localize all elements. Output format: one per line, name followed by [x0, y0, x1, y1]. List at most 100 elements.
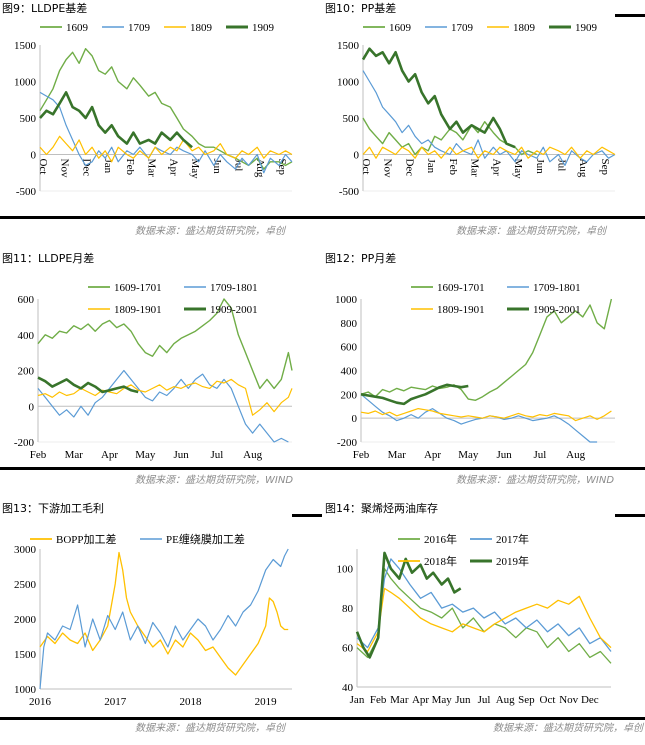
- y-tick-label: 1000: [14, 684, 37, 696]
- legend-item: 1909: [226, 22, 275, 34]
- chart-title: 图10：PP基差: [325, 2, 397, 15]
- x-tick-label: Nov: [559, 694, 578, 706]
- series-line: [362, 146, 616, 159]
- legend-item: 1909-2001: [507, 304, 581, 316]
- series-line: [362, 70, 616, 166]
- legend-item: 2018年: [398, 554, 457, 568]
- legend-item: 1709: [425, 22, 474, 34]
- legend-label: 1609: [389, 22, 412, 34]
- series-line: [360, 393, 598, 443]
- legend-label: PE缠绕膜加工差: [166, 532, 245, 546]
- x-tick-label: Mar: [388, 449, 407, 461]
- chart-panel-fig12: 图12：PP月差 1000 800 600 400 200 0 -200 Feb Mar Apr M…: [323, 250, 645, 495]
- y-tick-label: 2500: [14, 579, 37, 591]
- x-tick-label: Jun: [534, 159, 546, 175]
- legend-label: 1909: [252, 22, 275, 34]
- x-tick-label: Apr: [412, 694, 429, 706]
- source-note: 数据来源：盛达期货研究院，WIND: [456, 475, 615, 486]
- title-accent-bar: [615, 14, 645, 17]
- x-tick-label: Nov: [382, 159, 394, 178]
- x-tick-label: Mar: [469, 159, 481, 178]
- legend-label: 1609: [66, 22, 89, 34]
- legend-label: 2017年: [496, 532, 529, 546]
- legend-label: 2019年: [496, 554, 529, 568]
- y-tick-label: 600: [341, 342, 358, 354]
- legend-item: PE缠绕膜加工差: [140, 532, 245, 546]
- y-tick-label: -500: [339, 186, 360, 198]
- y-tick-label: 500: [20, 113, 37, 125]
- series-line: [360, 298, 613, 402]
- series-line: [356, 587, 612, 653]
- y-tick-label: 1000: [14, 77, 37, 89]
- x-tick-label: Jul: [533, 449, 546, 461]
- series-line: [37, 369, 289, 443]
- chart-title: 图14：聚烯烃两油库存: [325, 502, 438, 515]
- x-tick-label: Dec: [581, 694, 599, 706]
- x-tick-label: Apr: [101, 449, 118, 461]
- x-tick-label: Mar: [65, 449, 84, 461]
- x-tick-label: May: [189, 159, 201, 180]
- x-tick-label: Feb: [30, 449, 47, 461]
- x-tick-label: Apr: [424, 449, 441, 461]
- legend-item: 1609: [363, 22, 412, 34]
- legend-label: 2016年: [424, 532, 457, 546]
- legend-label: 2018年: [424, 554, 457, 568]
- legend-label: 1909: [575, 22, 598, 34]
- x-tick-label: 2016: [29, 696, 52, 708]
- legend-label: 1809: [513, 22, 536, 34]
- y-tick-label: 0: [352, 413, 358, 425]
- chart-title: 图12：PP月差: [325, 252, 397, 265]
- chart-panel-fig10: 图10：PP基差 1500 1000 500 0 -500 Oct Nov Dec Jan Feb…: [323, 0, 645, 245]
- series-line: [356, 558, 612, 652]
- y-tick-label: 600: [18, 294, 35, 306]
- x-tick-label: Aug: [254, 159, 266, 178]
- y-tick-label: 200: [341, 389, 358, 401]
- legend-label: 1609-1701: [437, 282, 485, 294]
- x-tick-label: Sep: [518, 694, 535, 706]
- legend-item: 1709-1801: [507, 282, 581, 294]
- y-tick-label: 500: [343, 113, 360, 125]
- x-tick-label: Oct: [540, 694, 556, 706]
- x-tick-label: Jan: [102, 159, 114, 174]
- x-tick-label: Feb: [447, 159, 459, 176]
- y-tick-label: 40: [342, 682, 354, 694]
- y-tick-label: -500: [16, 186, 37, 198]
- series-line: [360, 408, 612, 422]
- x-tick-label: Oct: [360, 159, 372, 175]
- chart-panel-fig11: 图11：LLDPE月差 600 400 200 0 -200 Feb Mar Apr May Ju…: [0, 250, 322, 495]
- y-tick-label: 400: [341, 366, 358, 378]
- x-tick-label: Jun: [173, 449, 189, 461]
- legend-label: 1809-1901: [437, 304, 485, 316]
- x-tick-label: 2019: [255, 696, 278, 708]
- legend-item: BOPP加工差: [30, 532, 117, 546]
- title-accent-bar: [292, 514, 322, 517]
- y-tick-label: 1500: [337, 40, 360, 52]
- legend-item: 2017年: [470, 532, 529, 546]
- x-tick-label: Nov: [59, 159, 71, 178]
- y-tick-label: 200: [18, 366, 35, 378]
- series-line: [39, 548, 289, 690]
- series-line: [362, 117, 538, 156]
- legend-label: 1909-2001: [210, 304, 258, 316]
- chart-panel-fig9: 图9：LLDPE基差 1500 1000 500 0 -500 Oct Nov Dec Jan F…: [0, 0, 322, 245]
- chart-title: 图11：LLDPE月差: [2, 252, 95, 265]
- x-tick-label: Jul: [210, 449, 223, 461]
- legend-item: 1809: [164, 22, 213, 34]
- source-note: 数据来源：盛达期货研究院，卓创: [456, 226, 606, 237]
- x-tick-label: Mar: [146, 159, 158, 178]
- x-tick-label: Jul: [556, 159, 568, 172]
- x-tick-label: Apr: [490, 159, 502, 176]
- x-tick-label: Sep: [599, 159, 611, 176]
- legend-label: 1709-1801: [533, 282, 581, 294]
- x-tick-label: Jun: [496, 449, 512, 461]
- y-tick-label: 3000: [14, 544, 37, 556]
- y-tick-label: 1500: [14, 649, 37, 661]
- x-tick-label: May: [135, 449, 156, 461]
- x-tick-label: 2018: [179, 696, 202, 708]
- legend-item: 1809: [487, 22, 536, 34]
